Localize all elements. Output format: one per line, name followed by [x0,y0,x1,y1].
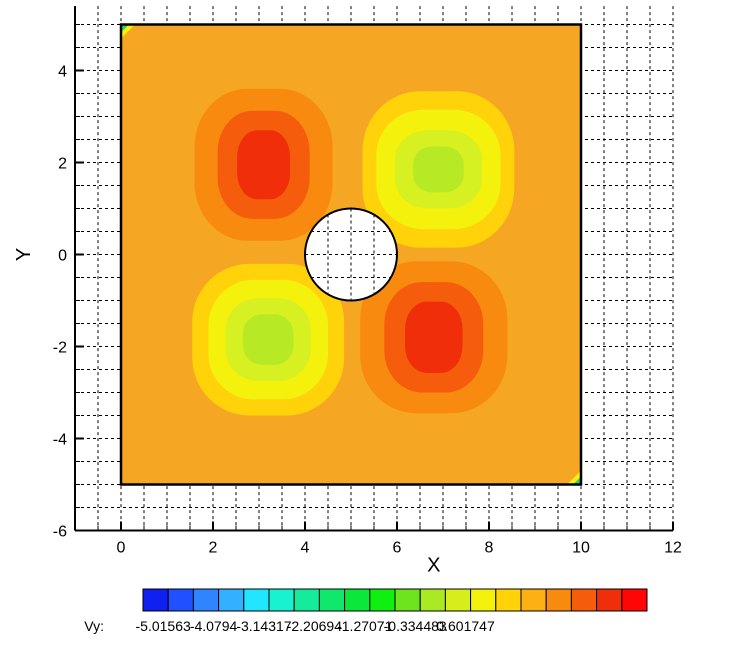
corner-patch-top-left-inner [121,24,129,33]
legend-variable-label: Vy: [84,618,104,634]
legend-tick-label: -0.334483 [384,618,447,634]
legend-swatch [419,588,446,612]
y-tick-label: -6 [53,524,67,541]
y-tick-label: 0 [58,248,67,265]
legend-swatch [344,588,371,612]
plot-frame [119,23,583,486]
axes: 0 2 4 6 8 10 12 -6 -4 -2 0 2 4 [53,6,682,557]
legend-tick-label: -1.27071 [337,618,392,634]
legend-swatch [495,588,522,612]
legend-tick-label: -2.20694 [287,618,342,634]
legend-swatch [394,588,421,612]
corner-patch-bottom-right-inner [573,476,581,485]
legend-swatch [470,588,497,612]
x-tick-label: 10 [572,540,590,557]
legend-swatch [570,588,598,612]
y-tick-label: 2 [58,156,67,173]
legend-swatch [621,588,648,612]
legend-swatch [293,588,320,612]
legend-swatch [369,588,396,612]
y-tick-label: 4 [58,64,67,81]
y-tick-label: -4 [53,432,67,449]
legend-tick-label: -3.14317 [236,618,291,634]
upper-left-vortex-level-2 [237,130,291,200]
x-tick-label: 4 [301,540,310,557]
legend-swatch [243,588,270,612]
x-tick-label: 8 [485,540,494,557]
lower-left-vortex-level-3 [242,314,294,365]
legend-tick-label: 0.601747 [436,618,495,634]
lower-right-vortex-level-2 [405,301,463,373]
contour-field [121,24,581,485]
field-layers [121,24,581,485]
legend-swatch [268,588,295,612]
legend-swatch [142,588,169,612]
upper-right-vortex-level-3 [413,146,464,193]
legend-swatch [218,588,245,612]
color-legend: Vy: -5.01563 -4.0794 -3.14317-2.20694-1.270… [84,588,648,634]
y-axis-title: Y [13,248,35,261]
legend-tick-label: -5.01563 [136,618,191,634]
x-tick-label: 0 [117,540,126,557]
y-tick-label: -2 [53,340,67,357]
legend-swatch [596,588,623,612]
legend-swatch [167,588,194,612]
x-tick-label: 2 [209,540,218,557]
legend-swatch [318,588,346,612]
domain-border [119,23,583,486]
x-tick-label: 12 [664,540,682,557]
x-tick-label: 6 [393,540,402,557]
x-axis-title: X [427,555,440,577]
legend-swatch [520,588,547,612]
legend-tick-label: -4.0794 [190,618,238,634]
legend-swatch [444,588,472,612]
legend-swatch [192,588,220,612]
legend-swatch [545,588,572,612]
